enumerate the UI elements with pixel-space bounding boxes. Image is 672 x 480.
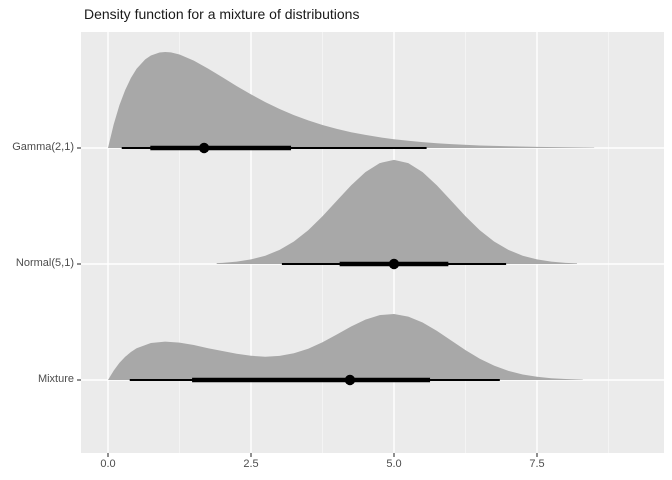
density-slab-normal-5-1	[216, 159, 577, 264]
median-dot-gamma-2-1	[198, 142, 210, 154]
chart-title: Density function for a mixture of distri…	[84, 6, 360, 22]
median-dot-mixture	[344, 374, 356, 386]
median-dot-normal-5-1	[388, 258, 400, 270]
y-axis-label-normal: Normal(5,1)	[15, 257, 74, 269]
x-tick-label-5: 5.0	[386, 458, 402, 470]
x-tick-label-2-5: 2.5	[243, 458, 259, 470]
density-slab-mixture	[108, 314, 583, 380]
density-slab-gamma-2-1	[108, 52, 595, 148]
x-tick-label-7-5: 7.5	[529, 458, 545, 470]
y-axis-label-gamma: Gamma(2,1)	[12, 141, 74, 153]
y-axis-label-mixture: Mixture	[37, 373, 74, 385]
x-tick-label-0: 0.0	[100, 458, 116, 470]
